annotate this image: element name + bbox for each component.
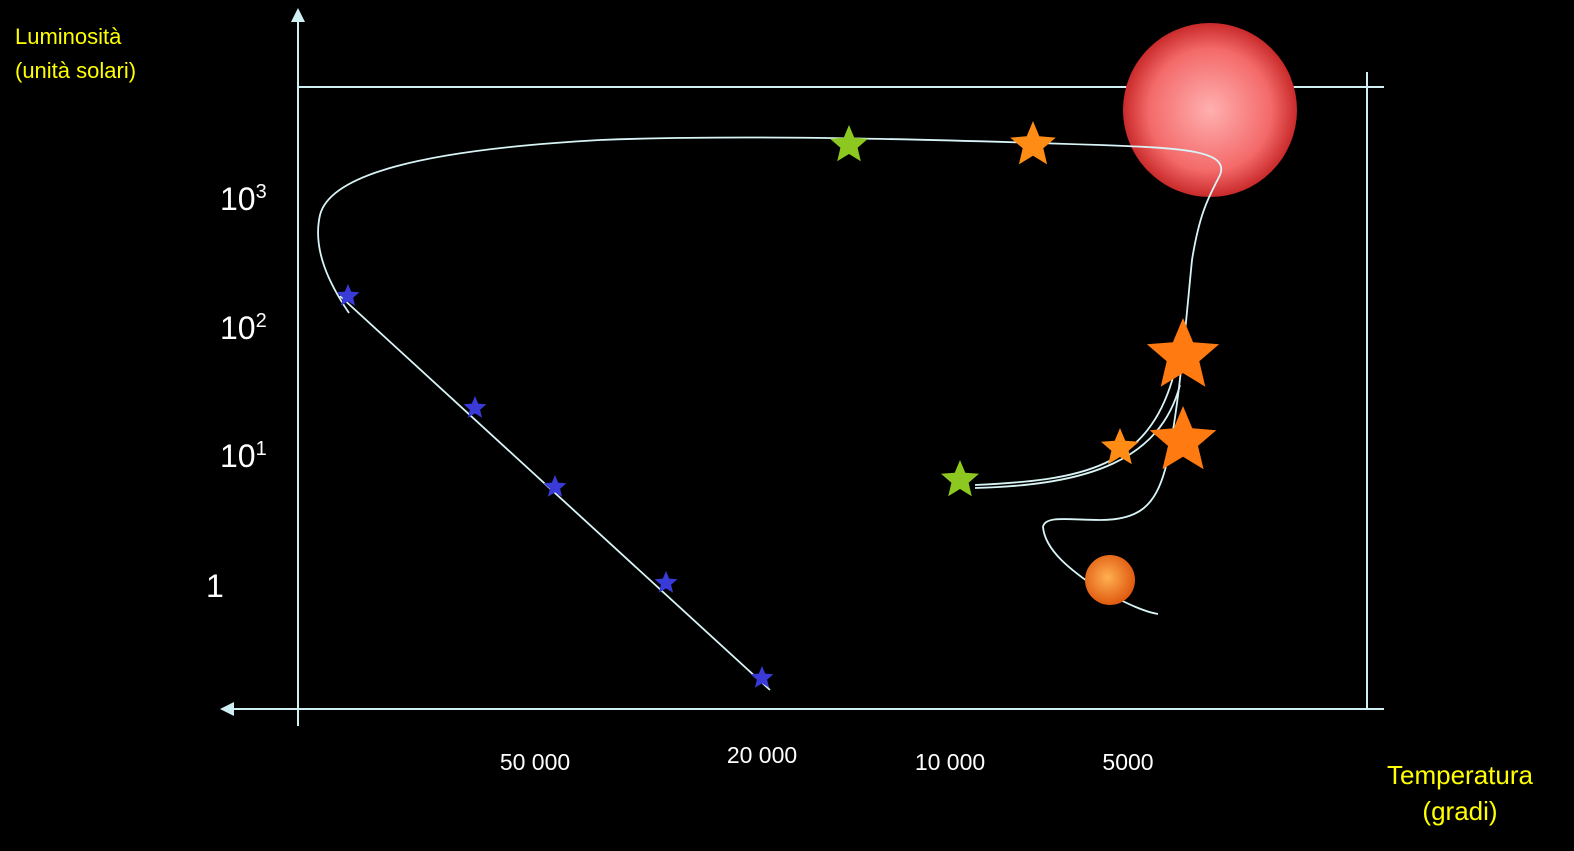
axes xyxy=(234,16,1384,726)
main-sequence xyxy=(339,295,771,691)
sun xyxy=(1085,555,1135,605)
tick-base: 1 xyxy=(206,568,224,604)
tick-base: 10 xyxy=(220,181,256,217)
y-tick-label: 1 xyxy=(206,568,224,604)
y-label: (unità solari) xyxy=(15,58,136,83)
tick-exp: 3 xyxy=(256,181,267,203)
star xyxy=(750,666,774,688)
tick-exp: 2 xyxy=(256,310,267,332)
star xyxy=(1146,318,1220,387)
y-label: Luminosità xyxy=(15,24,122,49)
y-tick-label: 102 xyxy=(220,310,267,346)
x-tick-label: 5000 xyxy=(1102,749,1153,775)
star xyxy=(1010,121,1056,165)
star xyxy=(1101,428,1139,465)
y-arrow xyxy=(291,8,305,22)
y-tick-label: 103 xyxy=(220,181,267,217)
x-tick-label: 10 000 xyxy=(915,749,985,775)
star xyxy=(654,571,678,593)
tick-base: 10 xyxy=(220,310,256,346)
star xyxy=(336,284,360,306)
star xyxy=(1149,406,1217,470)
track-b xyxy=(974,384,1181,489)
x-label: (gradi) xyxy=(1422,796,1497,826)
x-tick-label: 50 000 xyxy=(500,749,570,775)
tracks xyxy=(317,136,1223,691)
y-tick-label: 101 xyxy=(220,438,267,474)
red-giant xyxy=(1123,23,1297,197)
stars xyxy=(336,121,1220,688)
x-arrow xyxy=(220,702,234,716)
track-a xyxy=(974,369,1176,486)
star xyxy=(543,475,567,497)
labels: Luminosità (unità solari) Temperatura (g… xyxy=(15,24,1534,826)
x-tick-label: 20 000 xyxy=(727,742,797,768)
tick-base: 10 xyxy=(220,438,256,474)
x-label: Temperatura xyxy=(1387,760,1533,790)
tick-exp: 1 xyxy=(256,438,267,460)
solar-track xyxy=(317,136,1223,615)
star xyxy=(941,460,979,497)
star xyxy=(463,396,487,418)
star xyxy=(830,125,868,162)
